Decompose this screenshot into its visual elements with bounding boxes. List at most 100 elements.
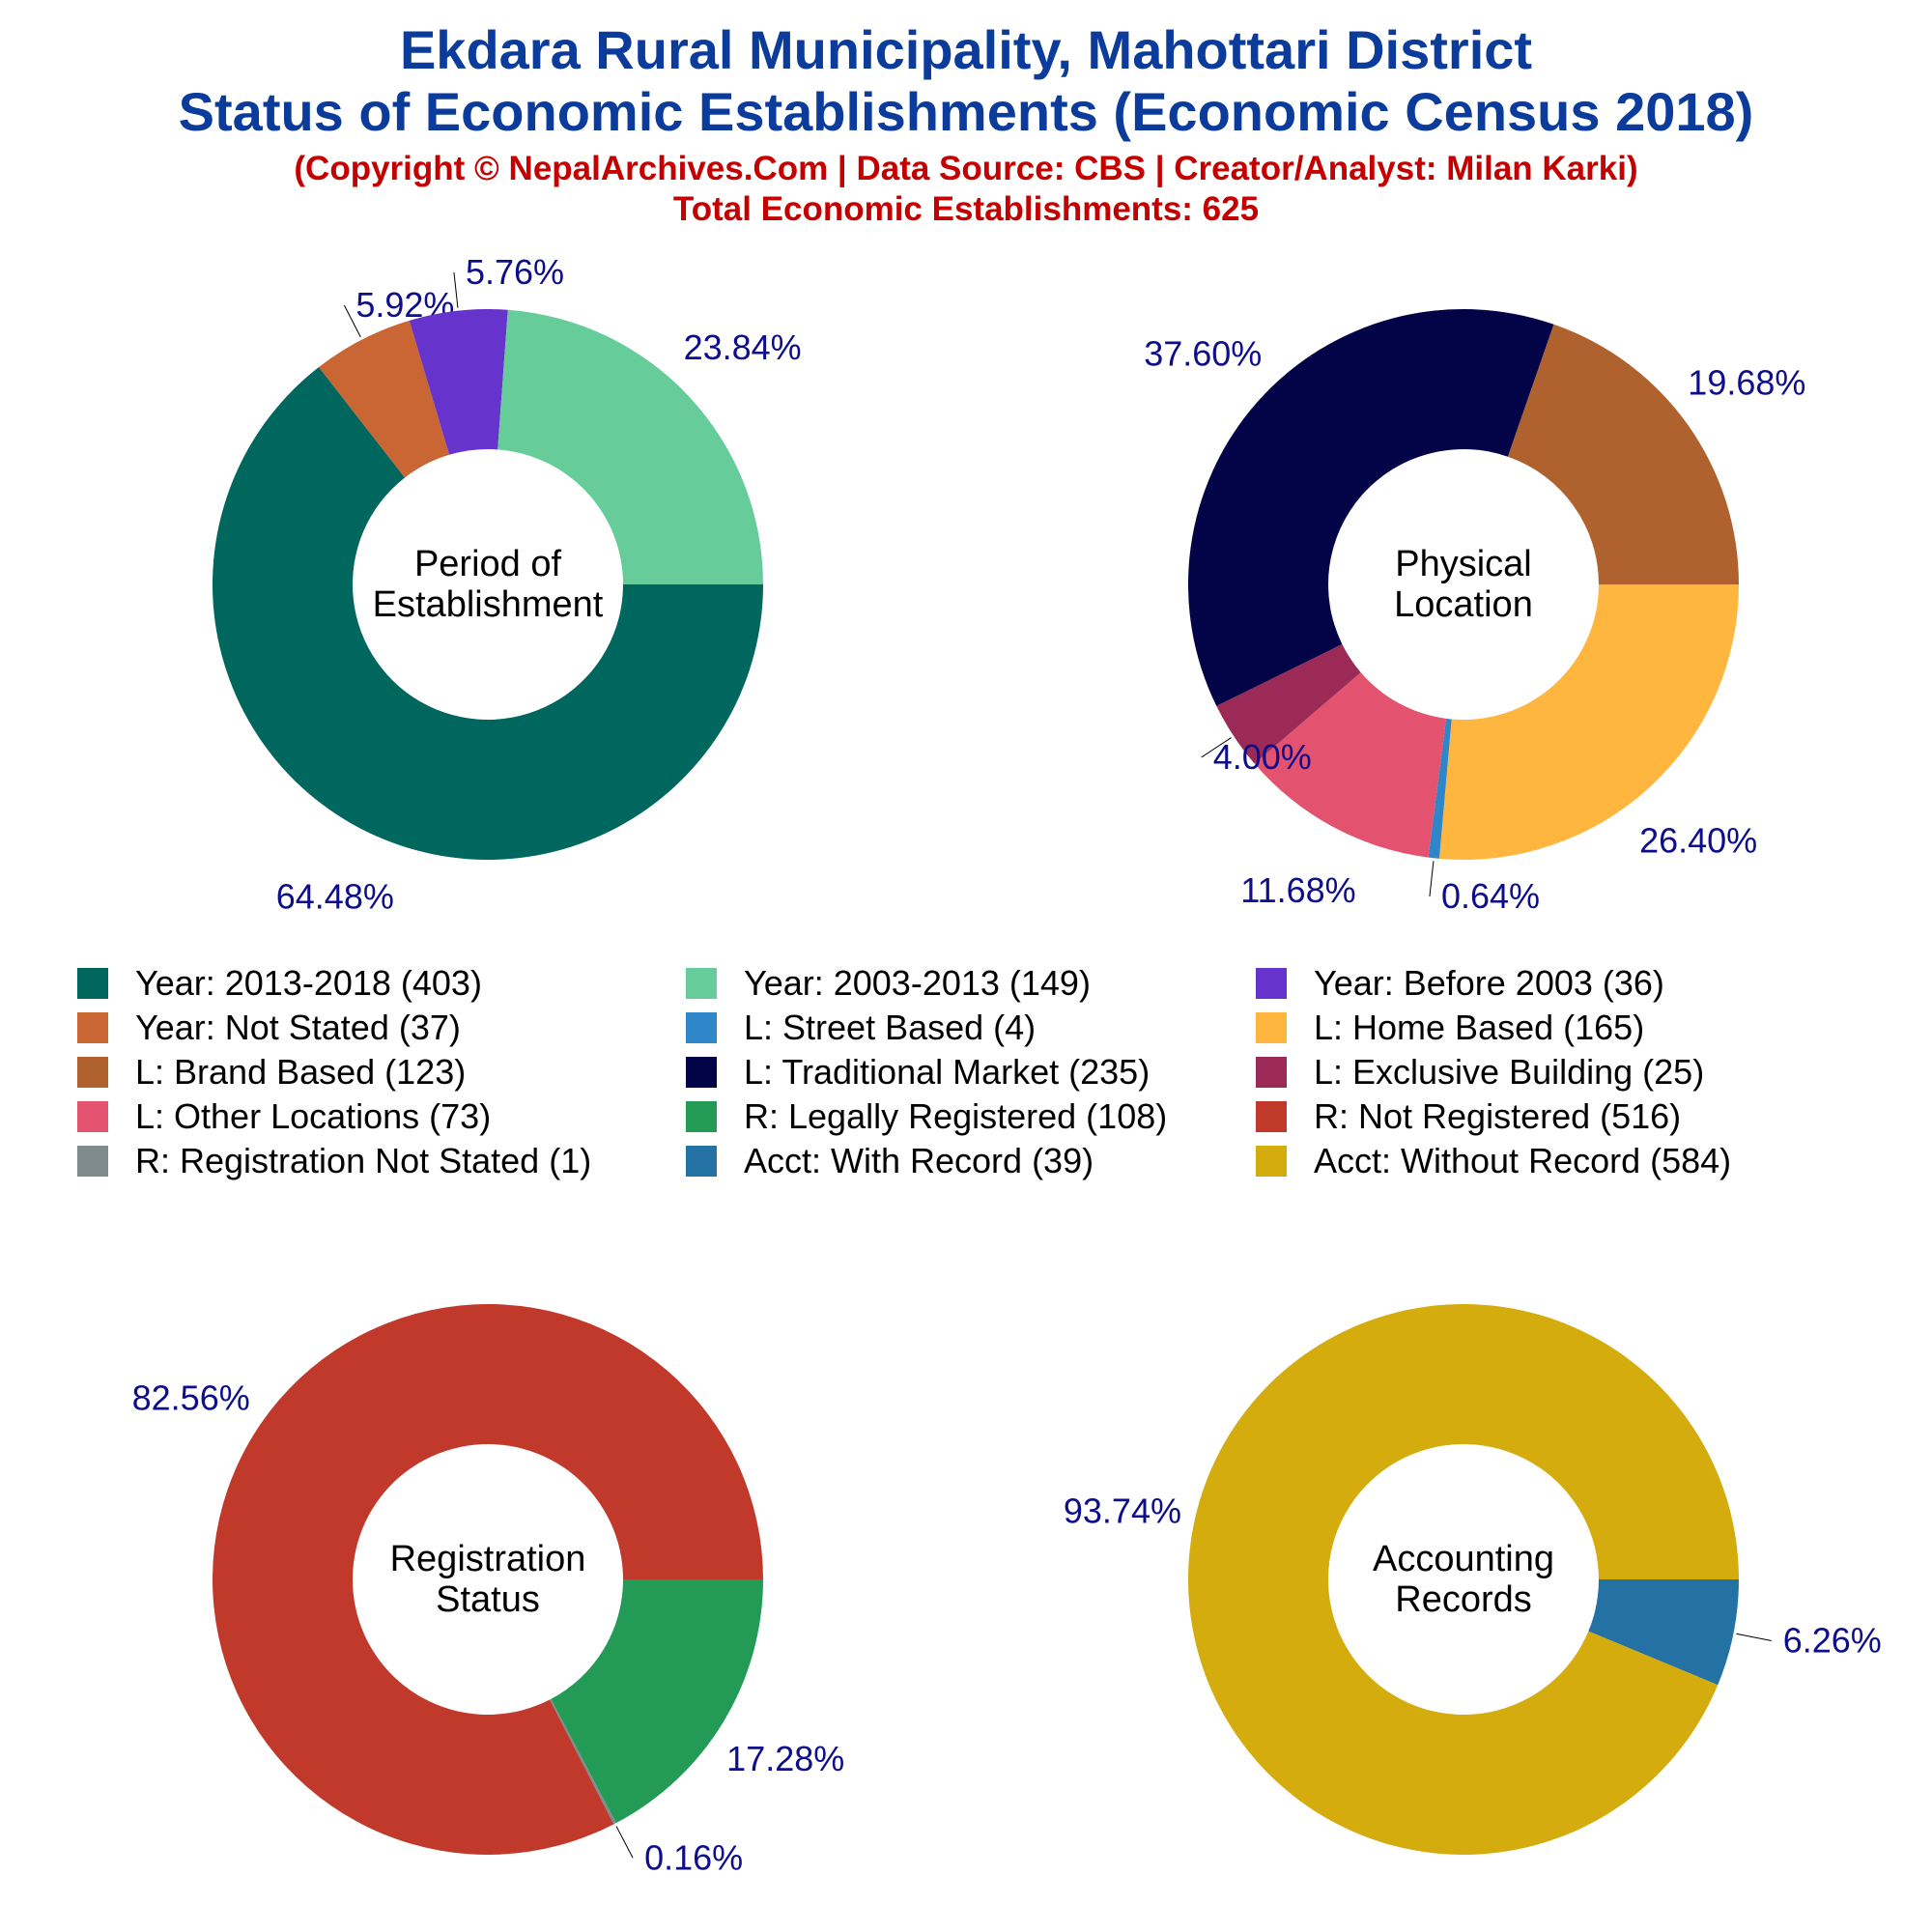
donut-center-label: Records [1395, 1579, 1532, 1620]
legend-label: L: Traditional Market (235) [744, 1052, 1151, 1092]
donut-center-label: Registration [390, 1539, 586, 1579]
legend-item: Year: 2003-2013 (149) [686, 961, 1256, 1006]
legend-row: Year: 2013-2018 (403) Year: 2003-2013 (1… [77, 961, 1874, 1006]
percent-label: 23.84% [684, 327, 802, 367]
legend-row: Year: Not Stated (37) L: Street Based (4… [77, 1006, 1874, 1050]
legend-swatch [1256, 968, 1287, 999]
label-leader-line [1736, 1633, 1772, 1641]
donut-center-label: Location [1394, 584, 1533, 625]
legend-swatch [686, 1146, 717, 1177]
pie-slice [497, 309, 763, 584]
pie-slice [550, 1698, 616, 1825]
legend-label: L: Home Based (165) [1314, 1008, 1645, 1047]
legend-swatch [77, 1101, 108, 1132]
label-leader-line [343, 304, 361, 338]
pie-slice [1254, 672, 1447, 858]
legend-row: L: Brand Based (123) L: Traditional Mark… [77, 1050, 1874, 1094]
label-leader-line [1429, 861, 1435, 897]
legend-swatch [686, 1057, 717, 1088]
label-leader-line [615, 1826, 634, 1859]
donut-center-label: Period of [414, 544, 562, 584]
legend-row: R: Registration Not Stated (1) Acct: Wit… [77, 1139, 1874, 1183]
pie-slice [1507, 324, 1739, 584]
legend-swatch [77, 1146, 108, 1177]
total-establishments: Total Economic Establishments: 625 [672, 190, 1260, 228]
pie-slice [1188, 308, 1554, 706]
donut-chart-2: 26.40% 0.64% 11.68% 4.00% 37.60% 19.68% Physic… [1144, 308, 1805, 916]
legend-item: L: Other Locations (73) [77, 1094, 686, 1139]
legend: Year: 2013-2018 (403) Year: 2003-2013 (1… [77, 961, 1874, 1183]
legend-item: R: Legally Registered (108) [686, 1094, 1256, 1139]
legend-label: L: Brand Based (123) [135, 1052, 467, 1092]
copyright-note: (Copyright © NepalArchives.Com | Data So… [294, 150, 1638, 187]
legend-swatch [686, 1101, 717, 1132]
pie-slice [409, 309, 508, 455]
percent-label: 37.60% [1144, 334, 1262, 374]
pie-slice [1588, 1579, 1739, 1686]
legend-item: L: Brand Based (123) [77, 1050, 686, 1094]
legend-label: L: Exclusive Building (25) [1314, 1052, 1705, 1092]
pie-slice [551, 1579, 763, 1824]
percent-label: 0.16% [644, 1837, 743, 1877]
legend-swatch [77, 1057, 108, 1088]
percent-label: 5.76% [466, 252, 564, 292]
donut-center-label: Status [436, 1579, 540, 1620]
percent-label: 6.26% [1783, 1621, 1882, 1661]
legend-item: L: Exclusive Building (25) [1256, 1050, 1874, 1094]
pie-slice [1188, 1304, 1739, 1856]
percent-label: 4.00% [1213, 737, 1312, 777]
percent-label: 26.40% [1639, 821, 1757, 861]
legend-item: L: Home Based (165) [1256, 1006, 1874, 1050]
legend-label: Acct: With Record (39) [744, 1141, 1094, 1180]
legend-item: L: Street Based (4) [686, 1006, 1256, 1050]
legend-item: Acct: With Record (39) [686, 1139, 1256, 1183]
chart-title: Ekdara Rural Municipality, Mahottari Dis… [399, 19, 1533, 80]
legend-item: R: Registration Not Stated (1) [77, 1139, 686, 1183]
pie-slice [1216, 643, 1361, 764]
legend-swatch [686, 968, 717, 999]
chart-subtitle: Status of Economic Establishments (Econo… [178, 81, 1754, 142]
legend-item: R: Not Registered (516) [1256, 1094, 1874, 1139]
chart-header: Ekdara Rural Municipality, Mahottari Dis… [0, 19, 1932, 230]
legend-label: R: Legally Registered (108) [744, 1096, 1168, 1136]
legend-label: Year: 2013-2018 (403) [135, 963, 482, 1003]
pie-slice [1438, 584, 1739, 861]
percent-label: 82.56% [132, 1378, 250, 1417]
label-leader-line [453, 271, 459, 308]
legend-item: Year: 2013-2018 (403) [77, 961, 686, 1006]
legend-swatch [77, 968, 108, 999]
legend-swatch [1256, 1101, 1287, 1132]
donut-center-label: Establishment [373, 584, 604, 625]
legend-label: L: Other Locations (73) [135, 1096, 492, 1136]
donut-center-label: Accounting [1373, 1539, 1554, 1579]
legend-label: Year: Not Stated (37) [135, 1008, 461, 1047]
legend-item: Year: Before 2003 (36) [1256, 961, 1874, 1006]
legend-swatch [1256, 1057, 1287, 1088]
legend-item: L: Traditional Market (235) [686, 1050, 1256, 1094]
percent-label: 17.28% [726, 1739, 844, 1778]
pie-slice [213, 1304, 764, 1856]
legend-label: L: Street Based (4) [744, 1008, 1037, 1047]
donut-chart-1: 64.48%5.92%5.76%23.84%Period ofEstablish… [213, 252, 802, 916]
legend-swatch [1256, 1146, 1287, 1177]
legend-item: Acct: Without Record (584) [1256, 1139, 1874, 1183]
label-leader-line [1201, 737, 1232, 758]
percent-label: 19.68% [1688, 362, 1805, 402]
pie-slice [319, 320, 450, 478]
legend-row: L: Other Locations (73) R: Legally Regis… [77, 1094, 1874, 1139]
percent-label: 11.68% [1240, 870, 1355, 910]
legend-label: R: Registration Not Stated (1) [135, 1141, 592, 1180]
legend-item: Year: Not Stated (37) [77, 1006, 686, 1050]
percent-label: 0.64% [1441, 876, 1540, 916]
pie-slice [1428, 718, 1452, 859]
donut-center-label: Physical [1395, 544, 1532, 584]
legend-label: Year: 2003-2013 (149) [744, 963, 1091, 1003]
percent-label: 64.48% [276, 876, 394, 916]
legend-label: Year: Before 2003 (36) [1314, 963, 1664, 1003]
pie-slice [213, 367, 763, 861]
legend-label: R: Not Registered (516) [1314, 1096, 1682, 1136]
percent-label: 93.74% [1064, 1492, 1181, 1531]
